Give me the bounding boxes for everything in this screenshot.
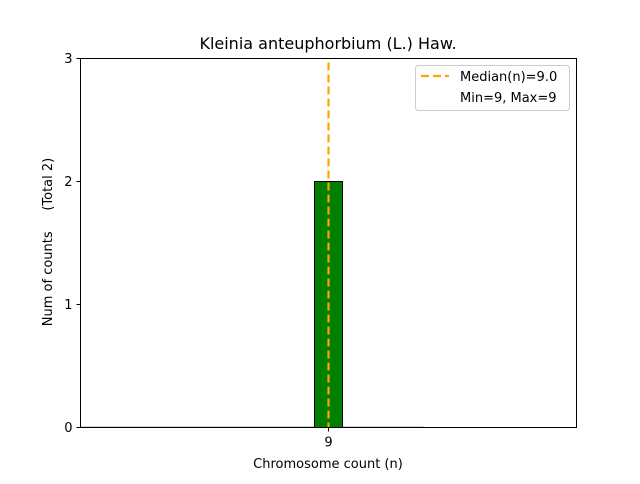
legend-box xyxy=(415,65,570,111)
x-axis-label: Chromosome count (n) xyxy=(253,457,403,472)
y-tick-label: 2 xyxy=(64,175,72,190)
plot-area: 0 1 2 3 9 xyxy=(64,52,424,451)
axes-frame xyxy=(80,58,577,428)
legend-entry-minmax: Min=9, Max=9 xyxy=(460,91,557,106)
y-tick-label: 1 xyxy=(64,298,72,313)
legend-entry-median: Median(n)=9.0 xyxy=(460,70,557,85)
y-tick-label: 3 xyxy=(64,52,72,67)
x-tick-label: 9 xyxy=(324,436,332,451)
y-axis-label: Num of counts (Total 2) xyxy=(41,158,56,326)
legend: Median(n)=9.0 Min=9, Max=9 xyxy=(415,65,570,111)
y-tick-label: 0 xyxy=(64,421,72,436)
chart-title: Kleinia anteuphorbium (L.) Haw. xyxy=(199,34,456,53)
